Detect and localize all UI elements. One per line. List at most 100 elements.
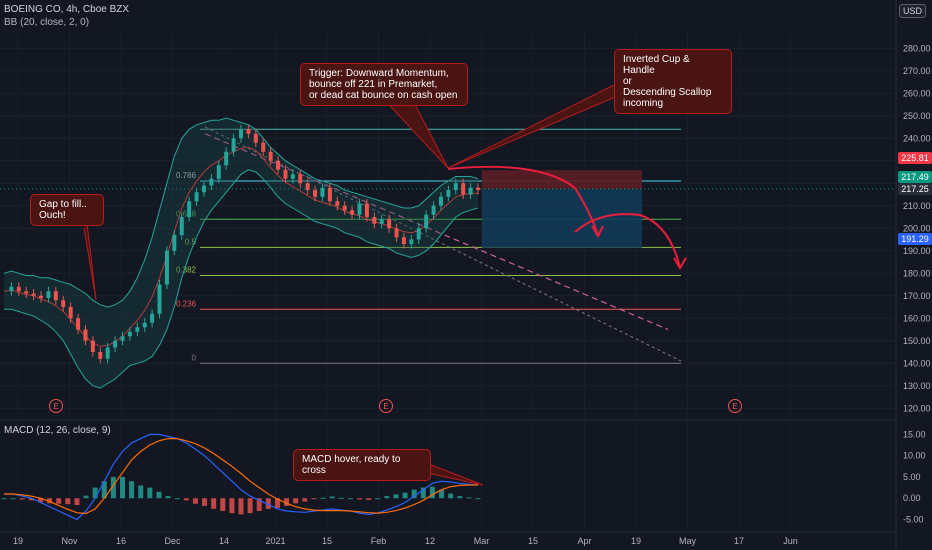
fib-level-label: 0.382 — [176, 266, 197, 275]
price-tick-label: 280.00 — [903, 43, 931, 53]
candle-body — [416, 228, 421, 240]
macd-histogram-bar — [65, 498, 71, 505]
macd-histogram-bar — [101, 481, 107, 499]
time-tick-label: Dec — [164, 536, 181, 546]
macd-histogram-bar — [302, 498, 308, 502]
macd-histogram-bar — [338, 497, 344, 499]
macd-histogram-bar — [357, 498, 362, 500]
candle-body — [476, 187, 480, 190]
candle-body — [431, 205, 436, 215]
candle-body — [364, 203, 369, 217]
bollinger-lower-line — [4, 169, 479, 389]
earnings-marker-circle — [728, 399, 742, 413]
candle-body — [31, 293, 36, 296]
price-tick-label: 200.00 — [903, 223, 931, 233]
price-tick-label: 270.00 — [903, 66, 931, 76]
macd-histogram-bar — [1, 498, 7, 500]
candle-body — [268, 151, 273, 161]
candle-body — [39, 295, 44, 298]
chart-title: BOEING CO, 4h, Cboe BZX — [4, 4, 130, 15]
time-tick-label: 15 — [322, 536, 332, 546]
macd-tick-label: 10.00 — [903, 451, 926, 461]
macd-histogram-bar — [457, 496, 463, 499]
candle-body — [194, 192, 199, 202]
macd-histogram-bar — [256, 498, 262, 511]
candle-body — [313, 190, 318, 197]
candle-body — [90, 340, 95, 352]
macd-label[interactable]: MACD (12, 26, close, 9) — [4, 425, 111, 436]
candle-body — [172, 235, 177, 251]
earnings-marker-label: E — [732, 402, 737, 411]
candle-body — [283, 169, 288, 179]
time-tick-label: Feb — [371, 536, 387, 546]
macd-histogram-bar — [92, 487, 98, 499]
candle-body — [46, 291, 51, 298]
macd-histogram-bar — [10, 498, 16, 500]
macd-histogram-bar — [247, 498, 253, 514]
macd-histogram-bar — [211, 498, 217, 509]
time-tick-label: 17 — [734, 536, 744, 546]
macd-histogram-bar — [411, 489, 417, 499]
macd-histogram-bar — [229, 498, 235, 514]
bollinger-band-fill — [4, 118, 478, 388]
candle-body — [305, 183, 310, 190]
trigger-annotation: Trigger: Downward Momentum, bounce off 2… — [300, 63, 468, 106]
candle-body — [298, 174, 303, 184]
macd-histogram-bar — [138, 485, 144, 499]
candle-body — [83, 329, 88, 341]
fib-level-label: 0.786 — [176, 171, 197, 180]
macd-histogram-bar — [347, 498, 353, 500]
candle-body — [127, 331, 132, 337]
macd-histogram-bar — [120, 476, 125, 499]
macd-histogram-bar — [129, 481, 135, 499]
macd-histogram-bar — [429, 486, 435, 499]
candle-body — [253, 133, 258, 143]
bollinger-upper-line — [3, 117, 479, 308]
candle-body — [9, 286, 14, 292]
profit-target-zone — [482, 189, 642, 248]
candle-body — [179, 217, 184, 235]
candle-body — [276, 160, 281, 170]
candle-body — [76, 318, 81, 330]
price-tick-label: 180.00 — [903, 268, 931, 278]
macd-tick-label: 15.00 — [903, 429, 926, 439]
candle-body — [424, 214, 429, 229]
time-tick-label: 19 — [13, 536, 23, 546]
candle-body — [216, 165, 221, 179]
projection-arrow-1 — [447, 165, 599, 237]
time-tick-label: Mar — [474, 536, 490, 546]
candle-body — [372, 217, 377, 224]
fib-level-label: 0 — [192, 353, 197, 362]
candle-body — [261, 142, 266, 152]
earnings-marker-circle — [379, 399, 393, 413]
macd-histogram-bar — [202, 498, 208, 506]
macd-histogram-bar — [174, 498, 180, 500]
currency-badge[interactable]: USD — [898, 4, 926, 18]
bb-indicator-label[interactable]: BB (20, close, 2, 0) — [4, 17, 90, 28]
price-tick-label: 260.00 — [903, 88, 931, 98]
macd-histogram-bar — [37, 498, 43, 503]
candle-body — [224, 151, 229, 166]
macd-histogram-bar — [393, 494, 399, 499]
price-tick-label: 170.00 — [903, 291, 931, 301]
candle-body — [335, 201, 340, 206]
macd-histogram-bar — [28, 498, 34, 501]
candle-body — [290, 174, 295, 179]
macd-histogram-bar — [320, 497, 326, 499]
fib-level-label: 0.5 — [185, 237, 197, 246]
bollinger-basis-line — [3, 146, 478, 347]
candle-body — [357, 203, 362, 215]
macd-histogram-bar — [83, 495, 89, 499]
price-tick-label: 190.00 — [903, 246, 931, 256]
trend-line-grey — [204, 126, 682, 362]
time-tick-label: 19 — [631, 536, 641, 546]
candle-body — [113, 340, 118, 348]
candle-body — [187, 201, 192, 217]
macd-histogram-bar — [366, 498, 372, 500]
time-tick-label: May — [679, 536, 697, 546]
candle-body — [142, 322, 147, 328]
candle-body — [438, 196, 443, 206]
macd-histogram-bar — [47, 498, 53, 504]
time-tick-label: 15 — [528, 536, 538, 546]
time-tick-label: 2021 — [265, 536, 285, 546]
